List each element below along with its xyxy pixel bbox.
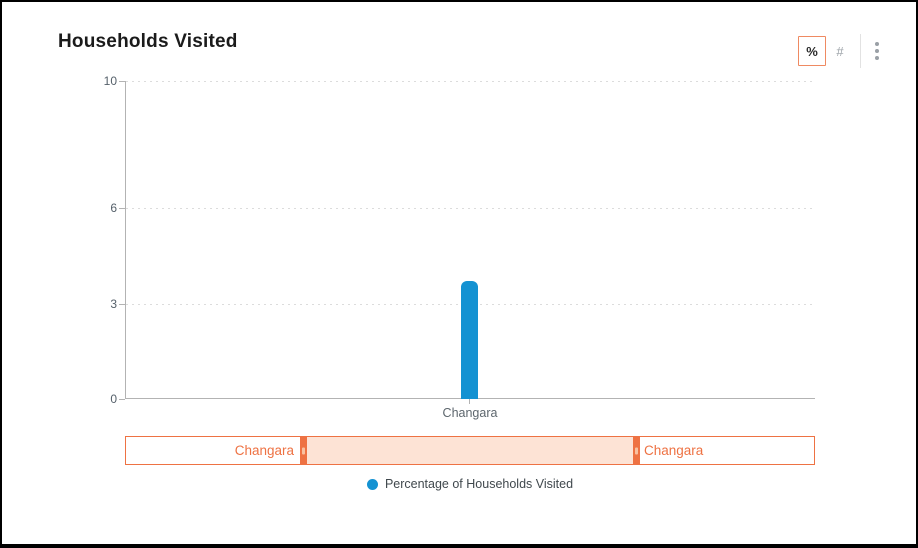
- y-tick-mark: [119, 303, 125, 305]
- y-tick-mark: [119, 81, 125, 82]
- kebab-dot: [875, 42, 879, 46]
- range-selector-track[interactable]: Changara Changara: [125, 436, 815, 465]
- chart-plot-area: 10 6 3 0 Changara: [104, 74, 815, 420]
- range-selected-region[interactable]: [307, 437, 633, 464]
- gridline-6: [126, 208, 815, 210]
- chart-toolbar: % #: [798, 34, 885, 68]
- y-axis-label: 0: [110, 392, 117, 406]
- range-end-label: Changara: [644, 443, 704, 458]
- range-right-handle[interactable]: [633, 437, 640, 464]
- range-left-handle[interactable]: [300, 437, 307, 464]
- page-title: Households Visited: [58, 31, 238, 52]
- toolbar-divider: [860, 34, 861, 68]
- legend-series-swatch: [366, 478, 378, 490]
- y-tick-mark: [119, 208, 125, 210]
- x-tick-mark: [469, 399, 470, 404]
- kebab-dot: [875, 56, 879, 60]
- legend-series-label[interactable]: Percentage of Households Visited: [384, 477, 574, 491]
- gridline-10: [126, 81, 815, 82]
- more-options-icon[interactable]: [869, 36, 885, 66]
- legend: Percentage of Households Visited: [125, 477, 815, 491]
- y-axis-label: 3: [110, 296, 117, 311]
- y-tick-mark: [119, 399, 125, 400]
- count-toggle-button[interactable]: #: [826, 36, 854, 66]
- x-axis-category-label: Changara: [442, 406, 498, 420]
- y-axis-line: [125, 81, 126, 399]
- range-start-label: Changara: [234, 443, 294, 458]
- y-axis-label: 10: [103, 74, 117, 88]
- bar-changara[interactable]: [461, 281, 478, 399]
- y-axis-label: 6: [110, 201, 117, 216]
- percentage-toggle-button[interactable]: %: [798, 36, 826, 66]
- kebab-dot: [875, 49, 879, 53]
